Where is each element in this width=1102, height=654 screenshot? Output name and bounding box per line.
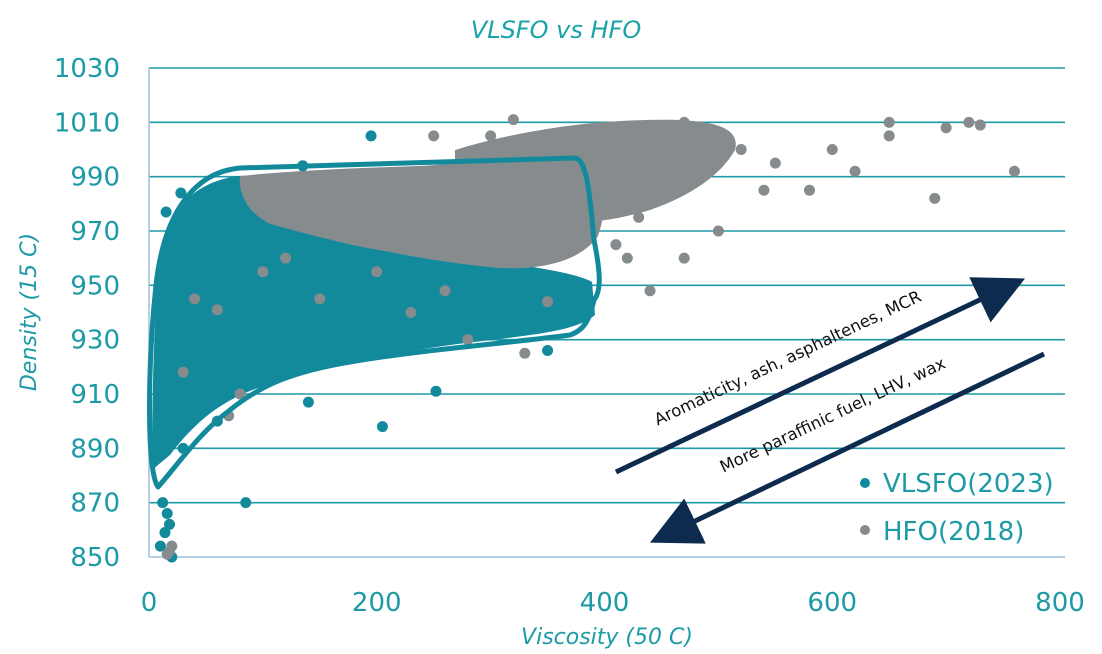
hfo-point (690, 130, 702, 142)
y-tick-label: 850 (70, 543, 120, 573)
hfo-point (234, 388, 246, 400)
hfo-point (667, 171, 679, 183)
vlsfo-point (485, 317, 497, 329)
hfo-point (166, 540, 178, 552)
x-tick-label: 400 (580, 588, 630, 618)
hfo-point (849, 165, 861, 177)
hfo-point (929, 192, 941, 204)
hfo-point (678, 252, 690, 264)
vlsfo-point (160, 206, 172, 218)
vlsfo-point (376, 421, 388, 433)
vlsfo-envelope-outline (147, 155, 602, 490)
hfo-point (211, 304, 223, 316)
hfo-point (735, 144, 747, 155)
annotation-aromaticity: Aromaticity, ash, asphaltenes, MCR (651, 287, 924, 429)
y-axis-ticks: 850 870 890 910 930 950 970 990 1010 1030 (54, 54, 120, 573)
point-clouds (152, 114, 1020, 563)
y-tick-label: 890 (70, 434, 120, 464)
hfo-point (758, 184, 770, 196)
vlsfo-point (159, 527, 171, 539)
vlsfo-point (314, 252, 326, 264)
vlsfo-point (302, 396, 314, 408)
hfo-point (257, 266, 269, 278)
vlsfo-point (430, 385, 442, 397)
vlsfo-point (157, 497, 169, 509)
hfo-point (1008, 165, 1020, 177)
x-tick-label: 600 (807, 588, 857, 618)
y-tick-label: 910 (70, 380, 120, 410)
hfo-point (621, 252, 633, 264)
hfo-point (280, 252, 292, 264)
legend-label-hfo: HFO(2018) (883, 517, 1024, 547)
hfo-point (507, 114, 519, 126)
y-tick-label: 970 (70, 217, 120, 247)
y-tick-label: 1010 (54, 108, 120, 138)
x-tick-label: 200 (352, 588, 402, 618)
arrow-down (649, 351, 1046, 544)
y-tick-label: 930 (70, 326, 120, 356)
x-axis-ticks: 0 200 400 600 800 (141, 588, 1085, 618)
hfo-point (189, 293, 201, 305)
scatter-points (154, 114, 1020, 563)
chart-title: VLSFO vs HFO (471, 16, 641, 44)
legend: VLSFO(2023) HFO(2018) (860, 469, 1054, 547)
legend-label-vlsfo: VLSFO(2023) (883, 469, 1054, 499)
hfo-point (371, 266, 383, 278)
vlsfo-point (161, 508, 173, 520)
hfo-point (883, 116, 895, 128)
vlsfo-point (365, 130, 377, 142)
hfo-point (678, 116, 690, 128)
hfo-point (177, 366, 189, 378)
y-axis-label: Density (15 C) (17, 233, 42, 391)
hfo-point (769, 157, 781, 169)
hfo-point (462, 334, 474, 346)
hfo-point (599, 122, 610, 134)
hfo-point (712, 157, 724, 169)
x-tick-label: 0 (141, 588, 158, 618)
y-tick-label: 870 (70, 489, 120, 519)
hfo-point (610, 239, 622, 251)
hfo-point (644, 192, 656, 204)
hfo-point (542, 296, 554, 308)
hfo-point (712, 225, 724, 237)
hfo-point (826, 144, 838, 155)
y-tick-label: 990 (70, 163, 120, 193)
vlsfo-point (175, 187, 187, 199)
hfo-point (644, 285, 656, 297)
y-tick-label: 1030 (54, 54, 120, 84)
hfo-point (428, 130, 440, 142)
y-tick-label: 950 (70, 271, 120, 301)
vlsfo-point (163, 518, 175, 530)
hfo-point (963, 116, 975, 128)
hfo-point (519, 347, 531, 359)
vlsfo-point (257, 320, 269, 332)
hfo-upper-cloud (455, 119, 736, 223)
hfo-point (803, 184, 815, 196)
vlsfo-point (240, 497, 252, 509)
vlsfo-point (371, 293, 383, 305)
hfo-point (314, 293, 326, 305)
hfo-point (883, 130, 895, 142)
arrow-up (614, 277, 1026, 475)
vlsfo-dense-cloud (152, 176, 595, 470)
hfo-point (974, 119, 986, 131)
hfo-point (485, 130, 497, 142)
hfo-point (439, 285, 451, 297)
legend-marker-hfo (860, 525, 870, 535)
hfo-point (633, 211, 645, 223)
x-tick-label: 800 (1035, 588, 1085, 618)
vlsfo-point (542, 345, 554, 357)
hfo-point (371, 184, 383, 196)
legend-marker-vlsfo (860, 478, 870, 488)
hfo-point (940, 122, 952, 134)
x-axis-label: Viscosity (50 C) (521, 625, 693, 650)
hfo-point (405, 307, 417, 318)
hfo-point (161, 548, 173, 560)
vlsfo-point (154, 540, 166, 552)
